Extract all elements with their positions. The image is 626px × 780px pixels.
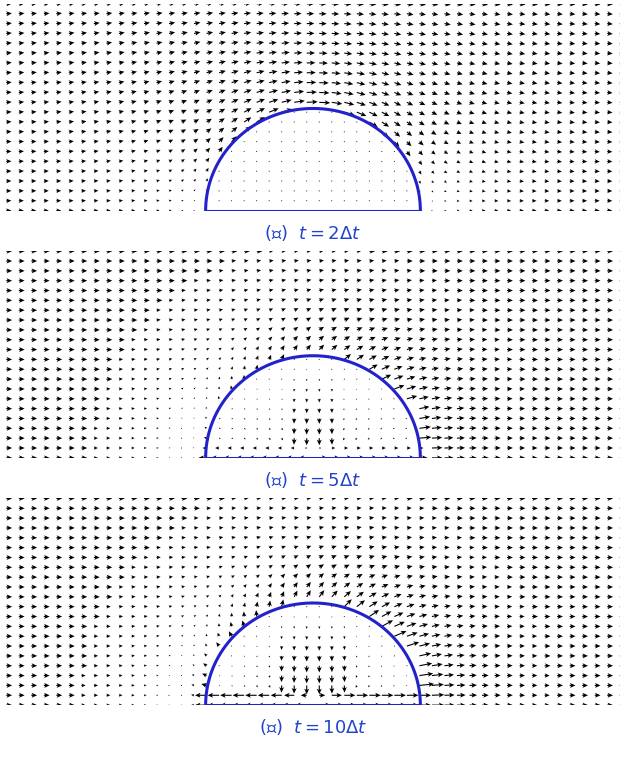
Text: (가)  $t = 2\Delta t$: (가) $t = 2\Delta t$ bbox=[265, 223, 361, 243]
Text: (나)  $t = 5\Delta t$: (나) $t = 5\Delta t$ bbox=[265, 470, 361, 490]
Text: (다)  $t = 10\Delta t$: (다) $t = 10\Delta t$ bbox=[259, 718, 367, 737]
